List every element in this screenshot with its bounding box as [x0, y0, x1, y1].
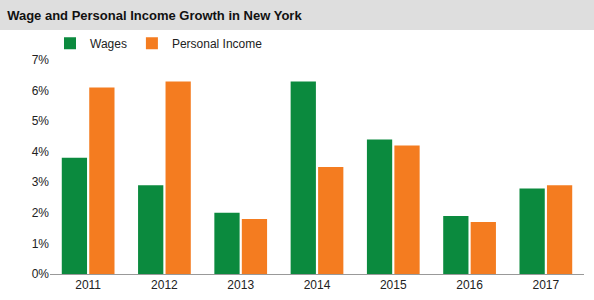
svg-text:4%: 4% — [32, 145, 50, 159]
svg-text:6%: 6% — [32, 84, 50, 98]
svg-text:0%: 0% — [32, 267, 50, 281]
svg-text:2015: 2015 — [380, 278, 407, 292]
svg-text:Wages: Wages — [90, 37, 127, 51]
svg-text:2016: 2016 — [456, 278, 483, 292]
svg-text:5%: 5% — [32, 114, 50, 128]
svg-text:7%: 7% — [32, 53, 50, 67]
svg-text:2017: 2017 — [533, 278, 560, 292]
svg-text:Wage and Personal Income Growt: Wage and Personal Income Growth in New Y… — [7, 8, 302, 23]
svg-text:2011: 2011 — [75, 278, 101, 292]
svg-text:2014: 2014 — [304, 278, 331, 292]
svg-text:Personal Income: Personal Income — [172, 37, 262, 51]
svg-text:2013: 2013 — [227, 278, 254, 292]
svg-text:2012: 2012 — [151, 278, 178, 292]
svg-text:2%: 2% — [32, 206, 50, 220]
svg-text:3%: 3% — [32, 175, 50, 189]
svg-text:1%: 1% — [32, 237, 50, 251]
